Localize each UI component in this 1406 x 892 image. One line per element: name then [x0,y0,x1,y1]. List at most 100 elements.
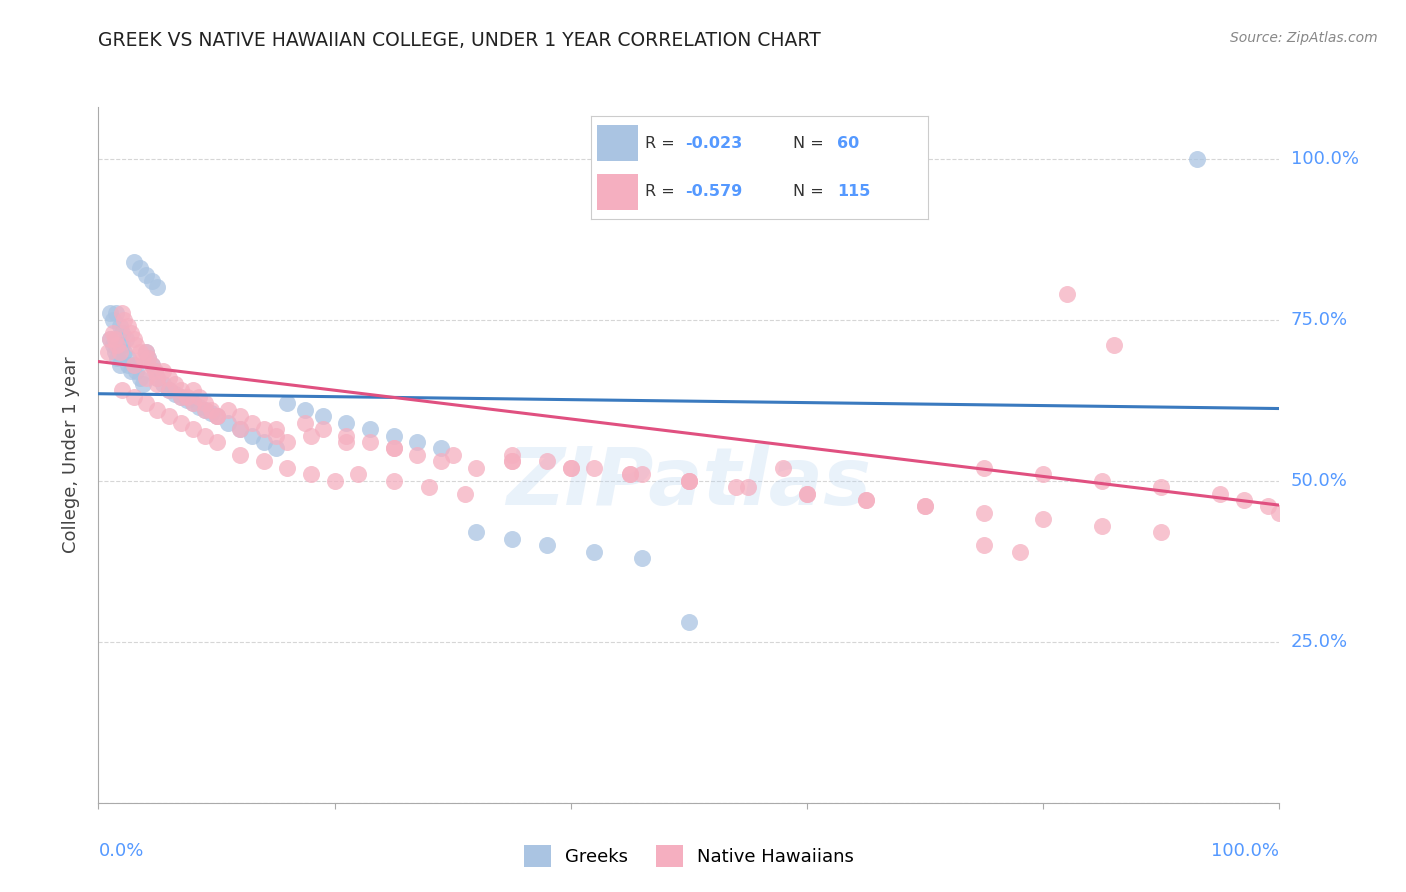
Point [914,500,936,514]
Point [170,384,193,398]
Point [121,326,143,340]
Point [382,442,405,456]
Point [312,422,335,436]
Point [143,364,166,378]
Point [104,332,127,346]
Point [501,448,523,462]
Point [98,332,121,346]
Point [117,319,139,334]
Point [855,493,877,508]
Point [359,422,381,436]
Point [678,615,700,630]
Point [973,538,995,552]
Point [141,274,163,288]
Point [111,384,134,398]
Text: 100.0%: 100.0% [1291,150,1358,168]
Point [187,390,209,404]
Point [117,358,139,372]
Point [136,351,159,366]
Point [229,422,252,436]
Point [181,396,204,410]
Point [441,448,464,462]
Point [501,454,523,468]
Point [229,422,252,436]
Point [122,332,145,346]
Point [276,460,298,475]
Point [170,416,193,430]
Point [253,435,276,450]
Point [112,344,135,359]
Point [141,358,163,372]
Point [194,396,217,410]
Point [181,384,204,398]
Legend: Greeks, Native Hawaiians: Greeks, Native Hawaiians [517,838,860,874]
Point [205,435,228,450]
Point [101,338,124,352]
Point [1257,500,1279,514]
Point [117,351,139,366]
Point [253,422,276,436]
Point [973,506,995,520]
Y-axis label: College, Under 1 year: College, Under 1 year [62,357,80,553]
Point [146,377,169,392]
Point [240,428,263,442]
Point [418,480,440,494]
Point [135,370,157,384]
Point [136,351,159,366]
Point [125,364,148,378]
Text: GREEK VS NATIVE HAWAIIAN COLLEGE, UNDER 1 YEAR CORRELATION CHART: GREEK VS NATIVE HAWAIIAN COLLEGE, UNDER … [98,31,821,50]
Point [194,428,217,442]
Point [772,460,794,475]
Text: 75.0%: 75.0% [1291,310,1348,328]
Point [359,435,381,450]
Point [1233,493,1256,508]
Point [135,344,157,359]
Point [619,467,641,482]
Point [170,390,193,404]
Point [914,500,936,514]
Point [1032,512,1054,526]
Text: R =: R = [644,136,679,151]
Text: N =: N = [793,184,830,199]
Text: 100.0%: 100.0% [1212,842,1279,860]
Point [152,364,174,378]
Point [111,326,134,340]
Text: 60: 60 [837,136,859,151]
Point [157,409,180,424]
Point [299,428,322,442]
Point [796,486,818,500]
Point [406,435,429,450]
Text: 50.0%: 50.0% [1291,472,1347,490]
Point [430,454,453,468]
Point [1008,544,1031,558]
Point [1032,467,1054,482]
Point [200,406,222,420]
Point [146,280,169,294]
Point [1091,518,1114,533]
Point [229,448,252,462]
Point [97,344,120,359]
Point [264,442,287,456]
Point [132,377,155,392]
Text: -0.579: -0.579 [685,184,742,199]
Point [157,370,180,384]
Point [157,384,180,398]
Point [176,390,198,404]
Point [135,344,157,359]
Point [465,525,488,540]
Point [382,428,405,442]
Point [619,467,641,482]
Point [294,416,316,430]
Point [122,358,145,372]
Point [1150,525,1173,540]
Point [181,422,204,436]
Point [299,467,322,482]
Point [737,480,759,494]
Point [98,332,121,346]
Point [382,474,405,488]
Point [114,332,136,346]
Point [630,467,652,482]
Text: N =: N = [793,136,830,151]
Point [382,442,405,456]
Point [1091,474,1114,488]
